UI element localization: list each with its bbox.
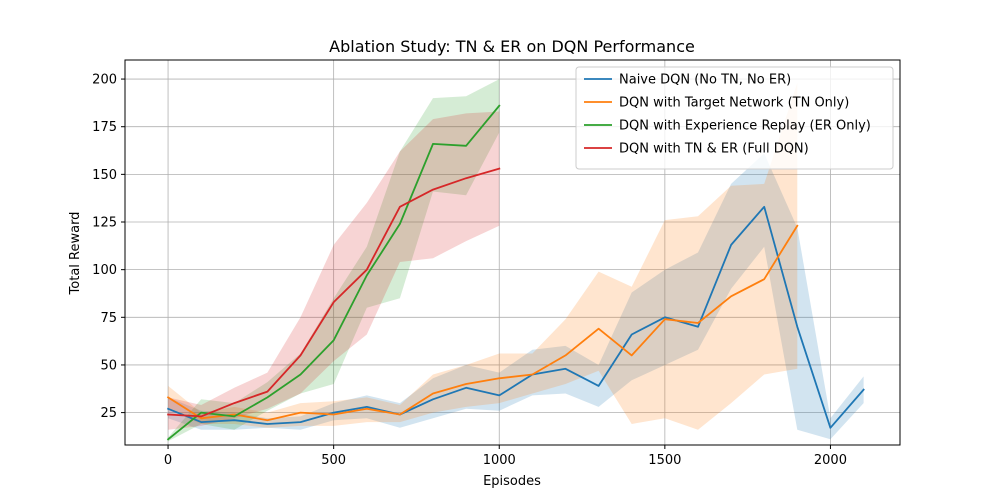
legend-label-1: DQN with Target Network (TN Only) <box>619 96 849 111</box>
x-tick-label-1: 500 <box>321 453 346 468</box>
series-3-confidence-band <box>168 111 500 430</box>
y-axis-title: Total Reward <box>68 212 83 296</box>
series-3-line <box>167 167 501 418</box>
x-axis-title: Episodes <box>483 474 541 489</box>
y-tick-label-6: 175 <box>92 120 117 135</box>
series-0-confidence-band <box>168 153 864 440</box>
y-tick-label-5: 150 <box>92 168 117 183</box>
series-2-confidence-band <box>168 79 500 442</box>
legend: Naive DQN (No TN, No ER) DQN with Target … <box>575 66 894 170</box>
y-tick-label-3: 100 <box>92 263 117 278</box>
y-tick-label-1: 50 <box>100 358 117 373</box>
plot-area: 0 500 1000 1500 2000 25 50 75 100 125 150 175 200 <box>92 59 901 468</box>
y-tick-label-7: 200 <box>92 73 117 88</box>
legend-label-3: DQN with TN & ER (Full DQN) <box>619 142 809 157</box>
legend-label-2: DQN with Experience Replay (ER Only) <box>619 119 871 134</box>
series-1-line <box>166 224 799 422</box>
chart-title: Ablation Study: TN & ER on DQN Performan… <box>329 37 695 56</box>
axes-frame <box>124 59 901 446</box>
series-2-line <box>166 104 501 441</box>
legend-box <box>575 66 894 170</box>
legend-label-0: Naive DQN (No TN, No ER) <box>619 73 791 88</box>
y-tick-label-4: 125 <box>92 216 117 231</box>
x-tick-label-4: 2000 <box>814 453 847 468</box>
y-tick-label-0: 25 <box>100 406 117 421</box>
y-tick-label-2: 75 <box>100 311 117 326</box>
x-tick-label-2: 1000 <box>483 453 516 468</box>
x-tick-label-0: 0 <box>164 453 172 468</box>
x-tick-label-3: 1500 <box>648 453 681 468</box>
series-1-confidence-band <box>168 82 798 430</box>
series-0-line <box>166 205 865 429</box>
